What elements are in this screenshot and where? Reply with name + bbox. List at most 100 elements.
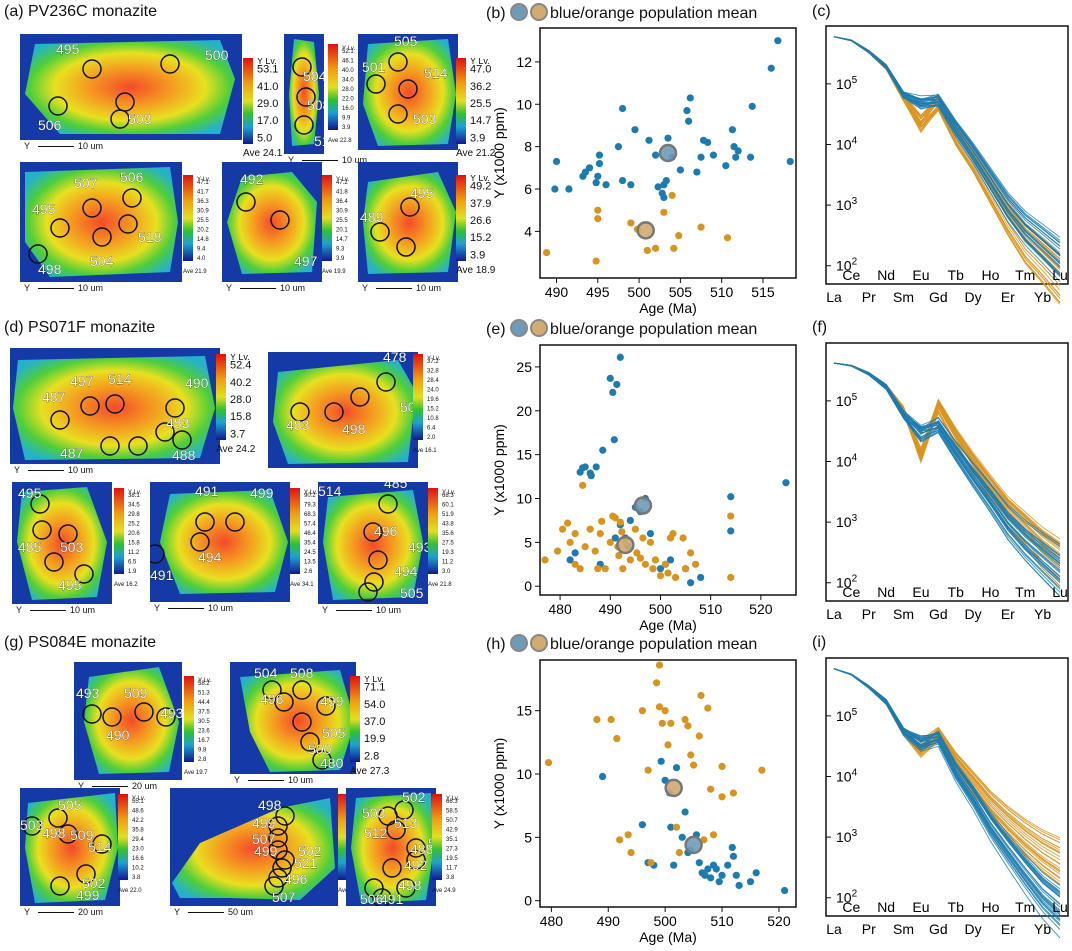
colorbar: Y Lv. 66.3 58.5 50.7 42.9 35.1 27.3 19.5 11.7 3.8… [432, 794, 478, 909]
scale-bar-label: 10 um [416, 283, 442, 293]
colorbar-tick: 1.9 [128, 569, 137, 575]
colorbar-svg: Y Lv.66.3 58.5 50.7 42.9 35.1 27.3 19.5 11.7 3.8… [432, 794, 459, 894]
scale-bar: Y 10 um [154, 603, 233, 613]
colorbar-tick: 50.7 [446, 818, 458, 824]
panel-letter: (b) [486, 5, 506, 22]
colorbar-tick: 9.9 [342, 116, 351, 122]
blue-data-point [666, 556, 675, 564]
population-mean-marker [633, 496, 653, 515]
orange-data-point [598, 517, 606, 525]
x-tick-label: 520 [749, 601, 773, 617]
spot-age-label: 498 [38, 261, 62, 277]
scale-bar-label: 10 um [280, 283, 306, 293]
orange-data-point [697, 223, 705, 231]
blue-data-point [786, 157, 794, 166]
element-label-lower: Dy [965, 606, 982, 622]
x-tick-label: 510 [710, 284, 734, 300]
colorbar-tick: 41.0 [257, 81, 278, 93]
blue-data-point [693, 168, 701, 176]
colorbar-svg: Y Lv.47.1 41.7 36.3 30.9 25.5 20.2 14.8 9.4 4.0 A… [183, 175, 210, 275]
orange-data-point [681, 565, 690, 573]
blue-data-point [606, 374, 614, 382]
colorbar-average: Ave 24.1 [243, 148, 283, 159]
blue-data-point [724, 861, 732, 869]
colorbar-tick: 19.3 [442, 550, 454, 556]
colorbar-tick: 19.9 [364, 733, 385, 745]
panel-c-title: (c) [812, 3, 831, 20]
colorbar-tick: 3.9 [470, 249, 485, 261]
monazite-grain-map: 507 506 495 518 498 504 [20, 162, 182, 282]
orange-data-point [668, 191, 676, 199]
blue-data-point [618, 104, 627, 113]
spot-circle [406, 850, 426, 870]
grain-map-svg: 505 501 514 503 [358, 34, 458, 150]
colorbar-tick: 58.5 [446, 808, 458, 814]
spot-age-label: 487 [42, 389, 66, 405]
scale-bar-line [240, 288, 277, 290]
x-axis-label: Age (Ma) [639, 300, 697, 316]
colorbar-tick: 54.0 [364, 699, 385, 711]
x-tick-label: 480 [548, 601, 572, 617]
element-label-lower: La [826, 289, 842, 305]
blue-mean-legend-icon [510, 3, 529, 21]
colorbar-tick: 25.2 [128, 521, 140, 527]
colorbar-tick: 9.3 [336, 247, 345, 253]
scale-bar: Y 10 um [362, 283, 441, 293]
orange-data-point [686, 549, 695, 557]
x-axis-label: Age (Ma) [639, 929, 697, 945]
blue-data-point [748, 102, 756, 110]
population-mean-marker [684, 835, 703, 855]
blue-data-point [728, 843, 736, 852]
colorbar-title: Y Lv. [342, 46, 355, 52]
orange-data-point [594, 206, 602, 214]
colorbar-tick: 11.2 [442, 560, 454, 566]
colorbar-title: Y Lv. [197, 177, 210, 183]
scale-bar-y: Y [234, 775, 241, 785]
spot-circle [76, 864, 96, 884]
blue-data-point [734, 147, 742, 155]
orange-data-point [661, 560, 670, 568]
spot-circle [134, 702, 154, 722]
spot-circle [22, 816, 42, 836]
colorbar-tick: 58.2 [198, 681, 210, 687]
orange-data-point [558, 525, 567, 533]
orange-data-point [571, 560, 579, 568]
element-label-lower: Dy [965, 289, 982, 305]
orange-data-point [586, 525, 594, 533]
spot-age-label: 509 [70, 827, 94, 843]
scale-bar-y: Y [24, 907, 31, 917]
scale-bar: Y 10 um [288, 155, 367, 165]
blue-data-point [626, 516, 634, 525]
spot-age-label: 514 [88, 839, 112, 855]
blue-data-point [598, 772, 607, 781]
orange-data-point [543, 248, 551, 257]
blue-data-point [672, 764, 681, 772]
panel-g-title: (g) PS084E monazite [4, 634, 157, 651]
colorbar: Y Lv. 58.2 51.3 44.4 37.5 30.5 23.6 16.7 9.8 2.8 A… [184, 676, 230, 791]
blue-data-point [585, 164, 594, 172]
spot-age-label: 500 [205, 47, 229, 63]
spot-circle [50, 876, 70, 896]
colorbar-tick: 15.8 [230, 411, 251, 423]
y-axis-label: Y (x1000 ppm) [491, 107, 507, 199]
colorbar-tick: 28.0 [342, 87, 354, 93]
x-tick-label: 495 [586, 284, 610, 300]
colorbar-tick: 60.1 [442, 502, 454, 508]
element-label-upper: Ho [982, 899, 1000, 915]
grain-map-svg: 493 509 490 493 [74, 662, 182, 780]
spot-circle [165, 398, 185, 418]
blue-data-point [767, 64, 775, 72]
colorbar-tick: 36.4 [336, 199, 348, 205]
ree-profile-line [833, 36, 1061, 277]
colorbar-tick: 35.4 [304, 541, 316, 547]
scale-bar: Y 10 um [14, 465, 93, 475]
grain-map-svg: 495 489 [358, 162, 458, 282]
orange-data-point [649, 565, 657, 573]
blue-data-point [667, 823, 675, 831]
orange-data-point [618, 528, 626, 536]
panel-letter: (e) [486, 321, 506, 338]
spot-age-label: 483 [286, 417, 310, 433]
blue-data-point [657, 757, 665, 765]
orange-data-point [641, 560, 650, 568]
spot-age-label: 514 [108, 371, 132, 387]
